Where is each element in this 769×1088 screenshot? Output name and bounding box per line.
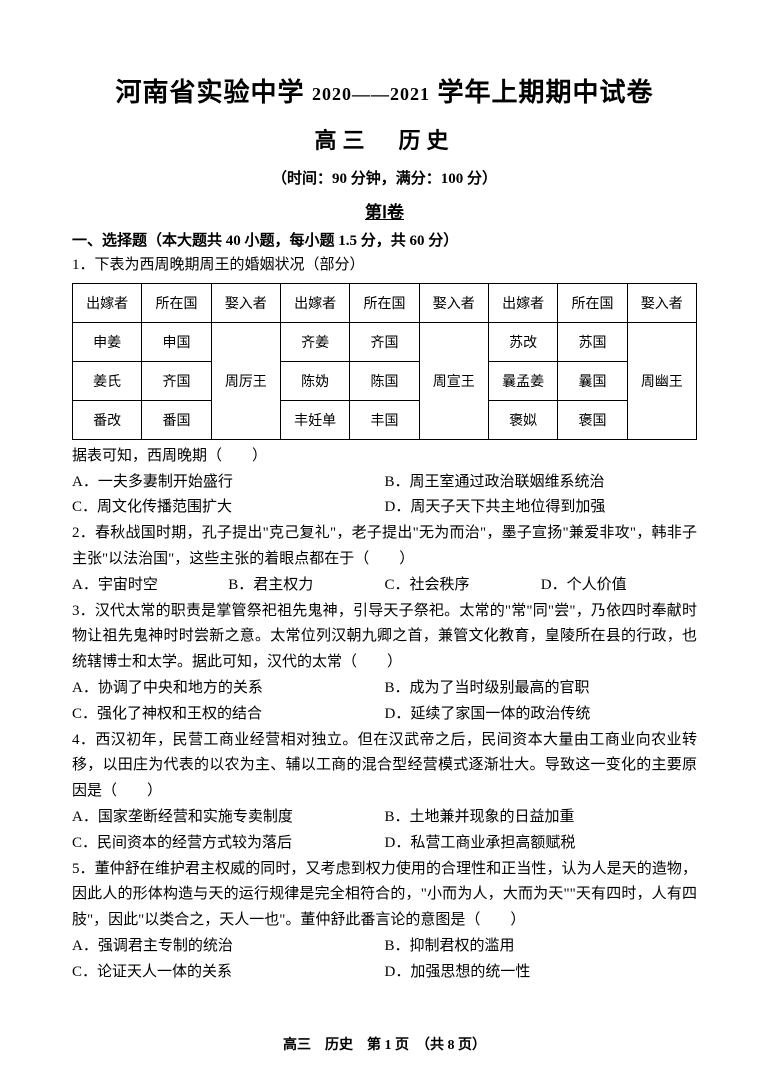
- cell: 姜氏: [73, 361, 142, 400]
- title-suffix: 学年上期期中试卷: [438, 78, 654, 107]
- cell: 申国: [142, 322, 211, 361]
- q3-opt-b: B．成为了当时级别最高的官职: [385, 676, 698, 702]
- q3-stem: 3．汉代太常的职责是掌管祭祀祖先鬼神，引导天子祭祀。太常的"常"同"尝"，乃依四…: [72, 599, 697, 676]
- main-title: 河南省实验中学 2020——2021 学年上期期中试卷: [72, 72, 697, 109]
- th: 娶入者: [627, 283, 696, 322]
- q3-opt-c: C．强化了神权和王权的结合: [72, 702, 385, 728]
- q1-options-row2: C．周文化传播范围扩大 D．周天子天下共主地位得到加强: [72, 495, 697, 521]
- q3-options-row1: A．协调了中央和地方的关系 B．成为了当时级别最高的官职: [72, 676, 697, 702]
- q5-opt-a: A．强调君主专制的统治: [72, 934, 385, 960]
- th: 娶入者: [211, 283, 280, 322]
- q2-opt-d: D．个人价值: [541, 573, 697, 599]
- q3-opt-d: D．延续了家国一体的政治传统: [385, 702, 698, 728]
- th: 所在国: [558, 283, 627, 322]
- cell: 苏改: [488, 322, 557, 361]
- cell: 丰国: [350, 400, 419, 439]
- q4-opt-b: B．土地兼并现象的日益加重: [385, 805, 698, 831]
- q1-opt-c: C．周文化传播范围扩大: [72, 495, 385, 521]
- q5-opt-c: C．论证天人一体的关系: [72, 960, 385, 986]
- q3-options-row2: C．强化了神权和王权的结合 D．延续了家国一体的政治传统: [72, 702, 697, 728]
- q1-tail: 据表可知，西周晚期（ ）: [72, 444, 697, 470]
- cell: 曩国: [558, 361, 627, 400]
- table-row: 申姜 申国 周厉王 齐姜 齐国 周宣王 苏改 苏国 周幽王: [73, 322, 697, 361]
- q3-opt-a: A．协调了中央和地方的关系: [72, 676, 385, 702]
- cell: 褒国: [558, 400, 627, 439]
- page-footer: 高三 历史 第 1 页 （共 8 页）: [0, 1034, 769, 1054]
- q1-opt-a: A．一夫多妻制开始盛行: [72, 470, 385, 496]
- th: 出嫁者: [488, 283, 557, 322]
- q4-opt-a: A．国家垄断经营和实施专卖制度: [72, 805, 385, 831]
- q5-stem: 5．董仲舒在维护君主权威的同时，又考虑到权力使用的合理性和正当性，认为人是天的造…: [72, 857, 697, 934]
- cell: 齐国: [142, 361, 211, 400]
- year-range: 2020——2021: [312, 84, 430, 104]
- q1-opt-d: D．周天子天下共主地位得到加强: [385, 495, 698, 521]
- q2-opt-a: A．宇宙时空: [72, 573, 228, 599]
- exam-page: 河南省实验中学 2020——2021 学年上期期中试卷 高三 历史 （时间：90…: [0, 0, 769, 1088]
- cell: 丰妊单: [280, 400, 349, 439]
- q5-options-row1: A．强调君主专制的统治 B．抑制君权的滥用: [72, 934, 697, 960]
- q5-options-row2: C．论证天人一体的关系 D．加强思想的统一性: [72, 960, 697, 986]
- q4-options-row1: A．国家垄断经营和实施专卖制度 B．土地兼并现象的日益加重: [72, 805, 697, 831]
- table-row: 出嫁者 所在国 娶入者 出嫁者 所在国 娶入者 出嫁者 所在国 娶入者: [73, 283, 697, 322]
- cell: 周宣王: [419, 322, 488, 439]
- part-title: 第Ⅰ卷: [72, 198, 697, 223]
- q4-opt-c: C．民间资本的经营方式较为落后: [72, 831, 385, 857]
- cell: 番国: [142, 400, 211, 439]
- q1-table: 出嫁者 所在国 娶入者 出嫁者 所在国 娶入者 出嫁者 所在国 娶入者 申姜 申…: [72, 283, 697, 440]
- q4-options-row2: C．民间资本的经营方式较为落后 D．私营工商业承担高额赋税: [72, 831, 697, 857]
- cell: 苏国: [558, 322, 627, 361]
- cell: 番改: [73, 400, 142, 439]
- th: 出嫁者: [280, 283, 349, 322]
- th: 娶入者: [419, 283, 488, 322]
- q1-options-row1: A．一夫多妻制开始盛行 B．周王室通过政治联姻维系统治: [72, 470, 697, 496]
- table-row: 番改 番国 丰妊单 丰国 褒姒 褒国: [73, 400, 697, 439]
- cell: 申姜: [73, 322, 142, 361]
- q2-options: A．宇宙时空 B．君主权力 C．社会秩序 D．个人价值: [72, 573, 697, 599]
- cell: 褒姒: [488, 400, 557, 439]
- cell: 齐国: [350, 322, 419, 361]
- grade-subject: 高三 历史: [72, 123, 697, 155]
- q4-stem: 4．西汉初年，民营工商业经营相对独立。但在汉武帝之后，民间资本大量由工商业向农业…: [72, 728, 697, 805]
- th: 所在国: [350, 283, 419, 322]
- q5-opt-d: D．加强思想的统一性: [385, 960, 698, 986]
- cell: 曩孟姜: [488, 361, 557, 400]
- school-name: 河南省实验中学: [115, 78, 304, 107]
- cell: 周厉王: [211, 322, 280, 439]
- q4-opt-d: D．私营工商业承担高额赋税: [385, 831, 698, 857]
- th: 出嫁者: [73, 283, 142, 322]
- cell: 齐姜: [280, 322, 349, 361]
- cell: 陈国: [350, 361, 419, 400]
- q2-stem: 2．春秋战国时期，孔子提出"克己复礼"，老子提出"无为而治"，墨子宣扬"兼爱非攻…: [72, 521, 697, 573]
- q1-opt-b: B．周王室通过政治联姻维系统治: [385, 470, 698, 496]
- q2-opt-b: B．君主权力: [228, 573, 384, 599]
- time-score: （时间：90 分钟，满分：100 分）: [72, 167, 697, 188]
- q2-opt-c: C．社会秩序: [385, 573, 541, 599]
- cell: 陈妫: [280, 361, 349, 400]
- th: 所在国: [142, 283, 211, 322]
- q5-opt-b: B．抑制君权的滥用: [385, 934, 698, 960]
- q1-stem: 1．下表为西周晚期周王的婚姻状况（部分）: [72, 253, 697, 279]
- table-row: 姜氏 齐国 陈妫 陈国 曩孟姜 曩国: [73, 361, 697, 400]
- section-1-header: 一、选择题（本大题共 40 小题，每小题 1.5 分，共 60 分）: [72, 229, 697, 250]
- cell: 周幽王: [627, 322, 696, 439]
